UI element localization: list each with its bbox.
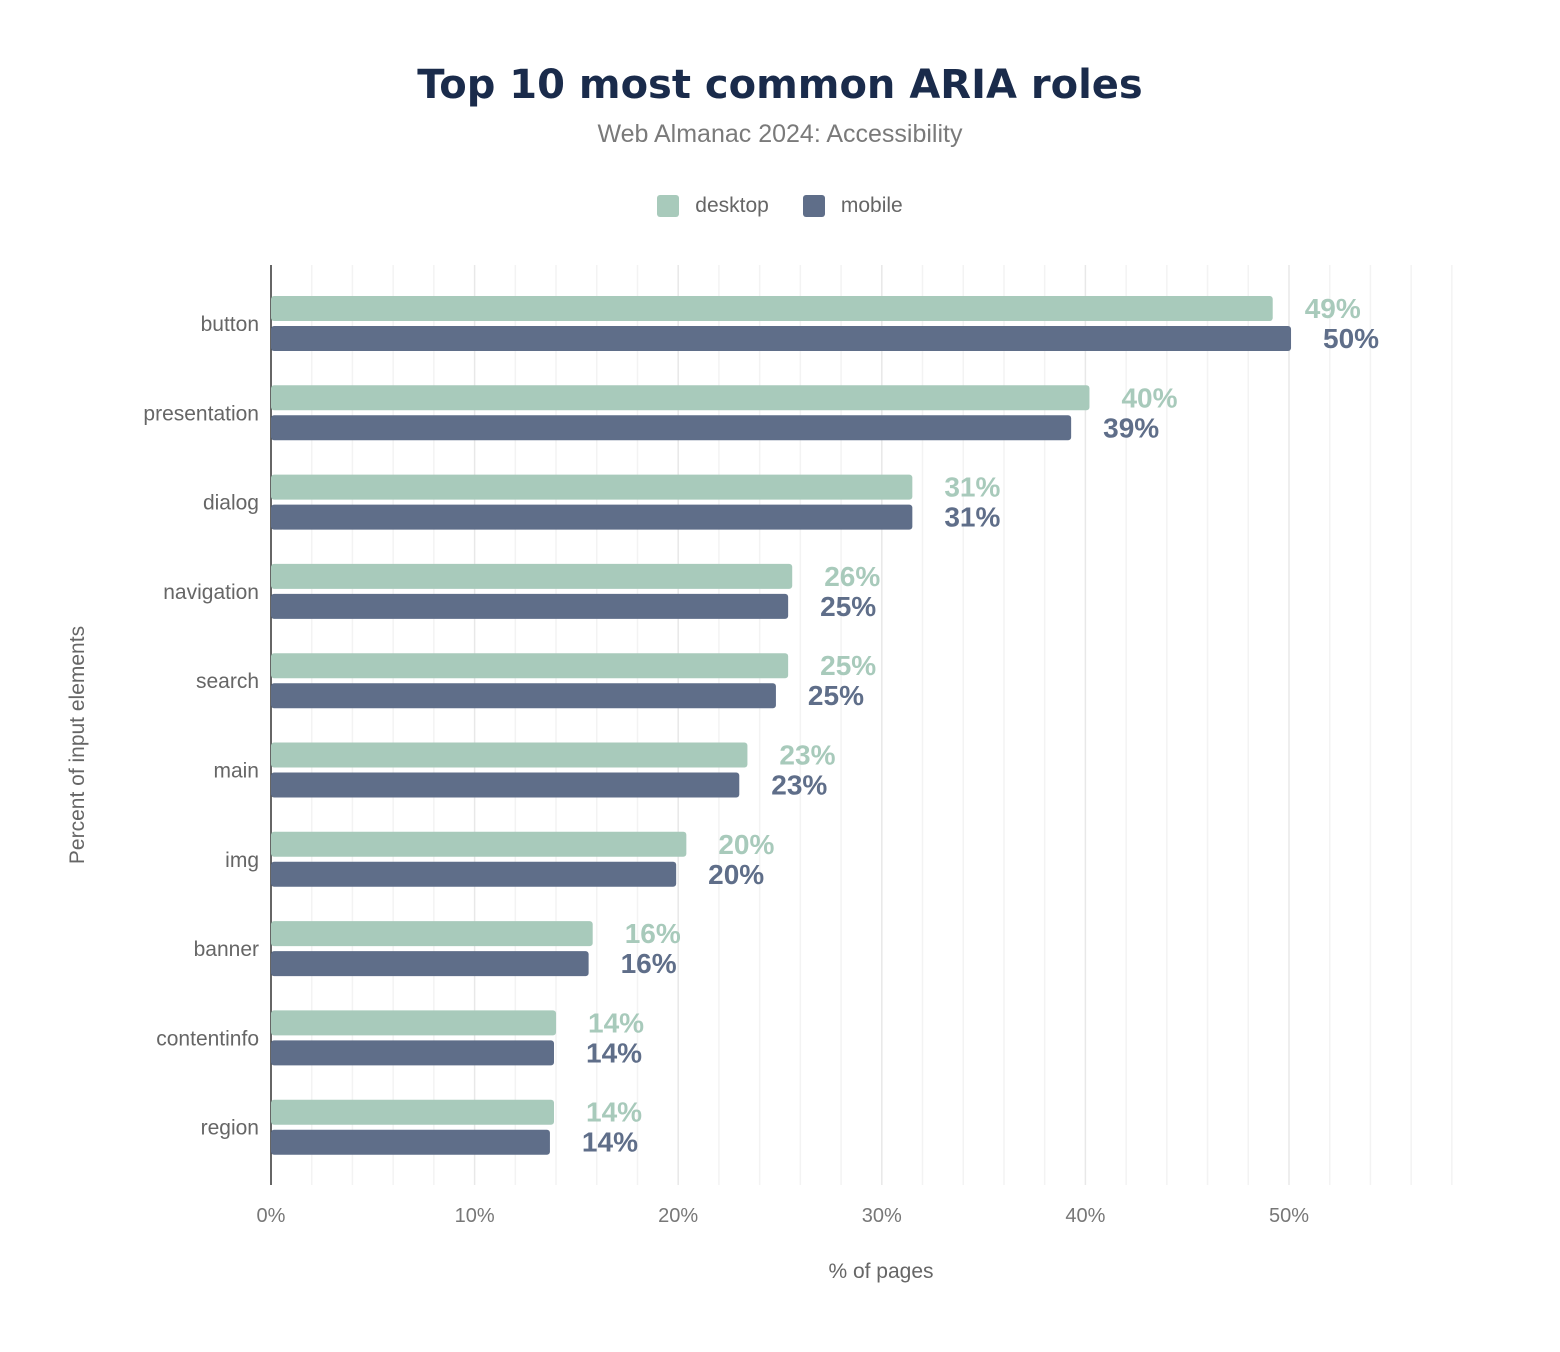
category-label: main [213, 760, 259, 783]
bar-desktop [271, 563, 793, 589]
legend-swatch-mobile [802, 195, 825, 217]
data-label-desktop: 16% [625, 918, 681, 949]
bar-desktop [271, 296, 1273, 321]
category-label: banner [194, 938, 259, 961]
legend-label-desktop: desktop [695, 194, 769, 217]
data-label-desktop: 26% [824, 561, 880, 592]
data-label-mobile: 20% [708, 859, 764, 890]
legend-item-mobile[interactable]: mobile [802, 194, 903, 218]
legend-item-desktop[interactable]: desktop [657, 194, 769, 218]
category-label: button [201, 313, 259, 336]
x-tick-label: 10% [455, 1205, 495, 1227]
category-label: region [201, 1117, 259, 1140]
bar-mobile [271, 683, 776, 709]
data-label-desktop: 14% [586, 1097, 642, 1128]
x-tick-label: 20% [658, 1205, 698, 1227]
x-axis-label: % of pages [828, 1260, 934, 1283]
data-label-desktop: 25% [820, 650, 876, 681]
bar-mobile [271, 326, 1292, 351]
category-label: dialog [203, 492, 259, 515]
legend: desktop mobile [0, 194, 1560, 218]
bar-mobile [271, 772, 740, 798]
chart-title: Top 10 most common ARIA roles [417, 62, 1143, 108]
category-label: img [225, 849, 259, 872]
category-label: search [196, 670, 259, 693]
x-tick-label: 0% [257, 1205, 286, 1227]
x-tick-label: 40% [1065, 1205, 1105, 1227]
data-label-desktop: 14% [588, 1007, 644, 1038]
category-label: navigation [163, 581, 259, 604]
data-label-mobile: 14% [586, 1037, 642, 1068]
data-label-mobile: 23% [771, 770, 827, 801]
bar-desktop [271, 653, 789, 679]
data-label-mobile: 50% [1323, 323, 1379, 354]
data-label-mobile: 25% [808, 680, 864, 711]
bar-mobile [271, 415, 1072, 441]
bar-mobile [271, 1129, 550, 1155]
data-label-desktop: 40% [1121, 382, 1177, 413]
bar-mobile [271, 504, 913, 530]
bar-mobile [271, 861, 677, 887]
bar-mobile [271, 951, 589, 977]
bar-mobile [271, 593, 789, 619]
bar-mobile [271, 1040, 555, 1066]
data-label-mobile: 39% [1103, 412, 1159, 443]
bar-desktop [271, 742, 748, 768]
bar-desktop [271, 831, 687, 857]
x-tick-label: 50% [1269, 1205, 1309, 1227]
data-label-mobile: 31% [944, 502, 1000, 533]
data-label-desktop: 23% [779, 740, 835, 771]
chart-subtitle: Web Almanac 2024: Accessibility [597, 120, 963, 148]
x-tick-label: 30% [862, 1205, 902, 1227]
data-label-mobile: 14% [582, 1127, 638, 1158]
category-label: contentinfo [156, 1027, 259, 1050]
data-label-desktop: 49% [1305, 293, 1361, 324]
bar-desktop [271, 1010, 557, 1036]
data-label-mobile: 16% [621, 948, 677, 979]
legend-swatch-desktop [657, 195, 680, 217]
data-label-desktop: 20% [718, 829, 774, 860]
bar-desktop [271, 385, 1090, 411]
bar-desktop [271, 1099, 555, 1125]
data-label-desktop: 31% [944, 472, 1000, 503]
legend-label-mobile: mobile [840, 194, 903, 217]
category-label: presentation [143, 402, 259, 425]
data-label-mobile: 25% [820, 591, 876, 622]
bar-desktop [271, 921, 593, 947]
bar-desktop [271, 474, 913, 500]
